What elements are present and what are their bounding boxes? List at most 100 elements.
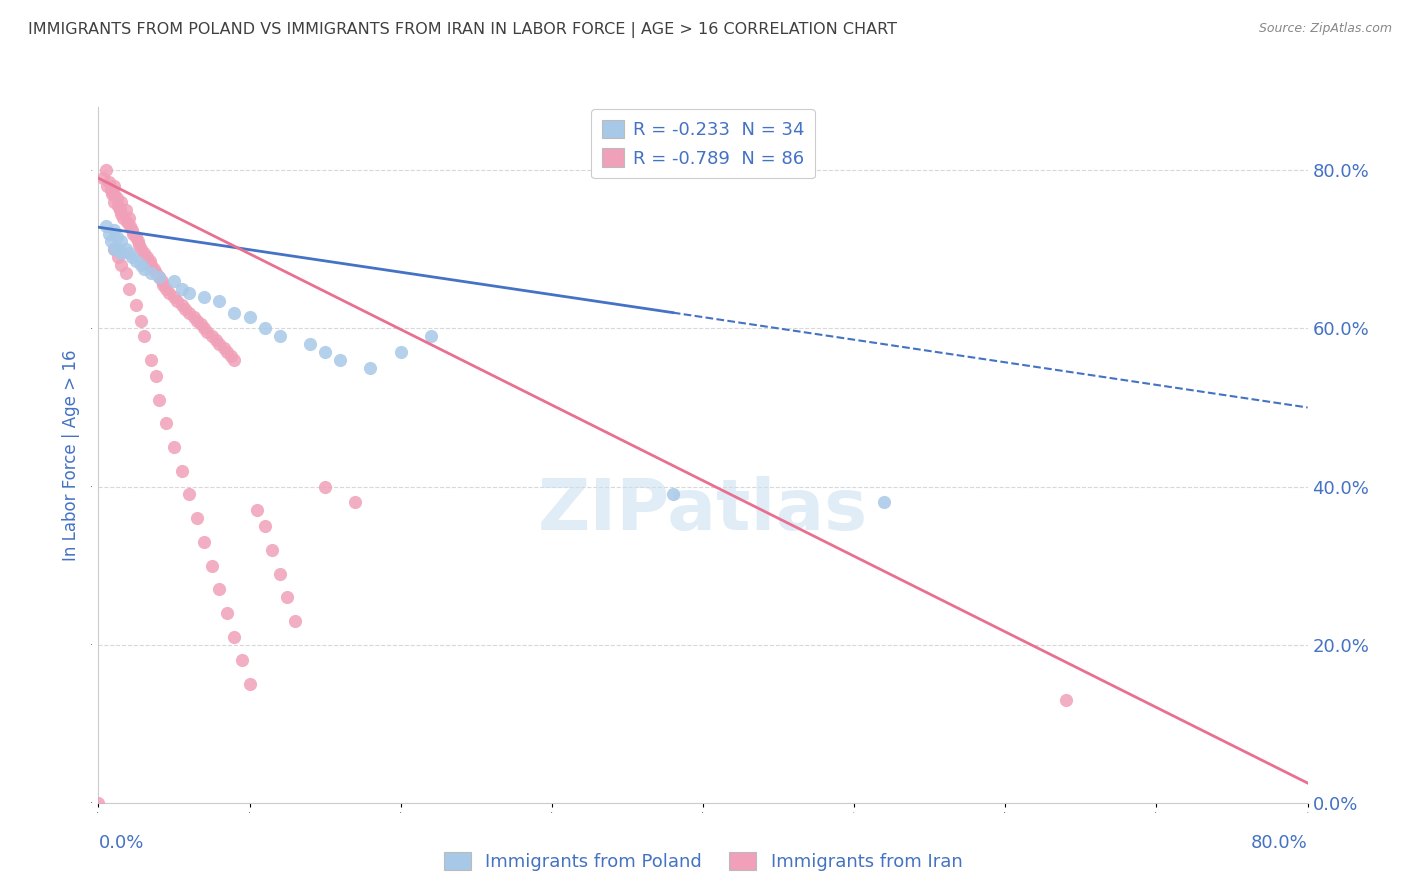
Point — [107, 243, 129, 257]
Point — [389, 345, 412, 359]
Point — [276, 591, 298, 605]
Point — [224, 630, 246, 644]
Point — [118, 282, 141, 296]
Point — [105, 230, 128, 244]
Point — [193, 321, 215, 335]
Point — [284, 614, 307, 628]
Point — [208, 582, 231, 597]
Point — [139, 254, 162, 268]
Point — [1054, 693, 1077, 707]
Point — [114, 266, 136, 280]
Point — [98, 227, 121, 241]
Point — [125, 254, 148, 268]
Point — [195, 326, 218, 340]
Point — [201, 558, 224, 573]
Point — [148, 270, 170, 285]
Point — [152, 277, 174, 292]
Point — [94, 219, 117, 233]
Point — [163, 440, 186, 454]
Point — [314, 479, 336, 493]
Point — [215, 345, 238, 359]
Point — [269, 329, 291, 343]
Point — [121, 222, 143, 236]
Point — [148, 392, 170, 407]
Point — [110, 194, 132, 209]
Point — [101, 186, 124, 201]
Point — [190, 318, 212, 332]
Text: 80.0%: 80.0% — [1251, 834, 1308, 852]
Point — [170, 464, 193, 478]
Point — [103, 186, 125, 201]
Point — [179, 285, 201, 300]
Point — [115, 215, 138, 229]
Point — [205, 333, 228, 347]
Point — [98, 175, 121, 189]
Point — [239, 677, 262, 691]
Point — [179, 305, 201, 319]
Text: 0.0%: 0.0% — [98, 834, 143, 852]
Point — [111, 211, 134, 225]
Point — [193, 534, 215, 549]
Point — [94, 163, 117, 178]
Point — [163, 274, 186, 288]
Point — [132, 246, 155, 260]
Point — [253, 519, 276, 533]
Point — [231, 653, 253, 667]
Point — [662, 487, 685, 501]
Point — [329, 353, 352, 368]
Point — [129, 243, 152, 257]
Point — [100, 235, 122, 249]
Text: Source: ZipAtlas.com: Source: ZipAtlas.com — [1258, 22, 1392, 36]
Point — [224, 353, 246, 368]
Legend: Immigrants from Poland, Immigrants from Iran: Immigrants from Poland, Immigrants from … — [436, 846, 970, 879]
Point — [155, 417, 177, 431]
Point — [103, 222, 125, 236]
Point — [110, 235, 132, 249]
Point — [103, 243, 125, 257]
Point — [118, 246, 141, 260]
Point — [128, 238, 150, 252]
Point — [110, 207, 132, 221]
Point — [105, 191, 128, 205]
Point — [129, 313, 152, 327]
Point — [103, 243, 125, 257]
Point — [127, 235, 149, 249]
Point — [96, 179, 118, 194]
Point — [107, 250, 129, 264]
Point — [159, 285, 181, 300]
Point — [173, 301, 195, 316]
Point — [110, 258, 132, 272]
Point — [170, 298, 193, 312]
Point — [141, 353, 163, 368]
Point — [87, 796, 110, 810]
Point — [224, 305, 246, 319]
Point — [186, 313, 208, 327]
Point — [141, 258, 163, 272]
Legend: R = -0.233  N = 34, R = -0.789  N = 86: R = -0.233 N = 34, R = -0.789 N = 86 — [591, 109, 815, 178]
Point — [299, 337, 322, 351]
Point — [132, 262, 155, 277]
Point — [193, 290, 215, 304]
Point — [145, 368, 167, 383]
Point — [163, 290, 186, 304]
Point — [108, 202, 131, 217]
Point — [121, 250, 143, 264]
Point — [262, 542, 284, 557]
Point — [145, 266, 167, 280]
Point — [114, 202, 136, 217]
Point — [201, 329, 224, 343]
Point — [103, 179, 125, 194]
Point — [314, 345, 336, 359]
Point — [125, 230, 148, 244]
Point — [246, 503, 269, 517]
Point — [150, 274, 173, 288]
Y-axis label: In Labor Force | Age > 16: In Labor Force | Age > 16 — [62, 349, 80, 561]
Point — [212, 341, 235, 355]
Point — [129, 258, 152, 272]
Point — [148, 270, 170, 285]
Point — [253, 321, 276, 335]
Point — [873, 495, 896, 509]
Point — [114, 243, 136, 257]
Point — [208, 293, 231, 308]
Point — [118, 211, 141, 225]
